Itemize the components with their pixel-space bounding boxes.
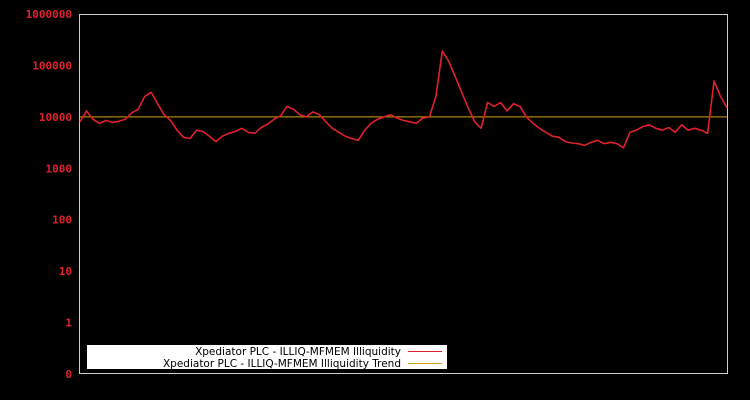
y-tick-label: 1000 <box>46 162 73 175</box>
illiquidity-series-line <box>79 50 728 149</box>
y-tick-label: 10 <box>59 265 72 278</box>
legend-label-trend: Xpediator PLC - ILLIQ-MFMEM Illiquidity … <box>163 358 401 370</box>
legend-box <box>87 345 447 369</box>
legend-label-illiquidity: Xpediator PLC - ILLIQ-MFMEM Illiquidity <box>195 346 401 358</box>
y-tick-label: 1000000 <box>26 8 72 21</box>
y-tick-label: 0 <box>65 368 72 381</box>
y-tick-label: 100000 <box>32 59 72 72</box>
y-tick-label: 100 <box>52 214 72 227</box>
y-tick-label: 1 <box>65 317 72 330</box>
plot-frame <box>79 14 728 374</box>
plot-lines <box>79 50 728 149</box>
legend: Xpediator PLC - ILLIQ-MFMEM Illiquidity … <box>87 345 447 370</box>
y-tick-label: 10000 <box>39 111 72 124</box>
